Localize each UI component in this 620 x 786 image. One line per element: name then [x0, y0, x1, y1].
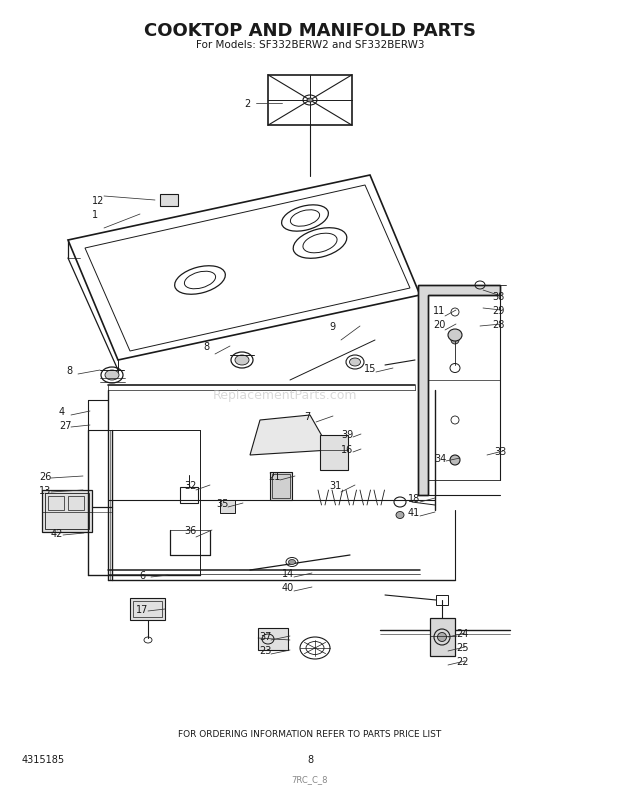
Text: 24: 24	[456, 629, 469, 639]
Text: 29: 29	[493, 306, 505, 316]
Text: 25: 25	[456, 643, 469, 653]
Text: 36: 36	[184, 526, 197, 536]
Text: 6: 6	[139, 571, 145, 581]
Text: COOKTOP AND MANIFOLD PARTS: COOKTOP AND MANIFOLD PARTS	[144, 22, 476, 40]
Text: For Models: SF332BERW2 and SF332BERW3: For Models: SF332BERW2 and SF332BERW3	[196, 40, 424, 50]
Bar	[68, 496, 84, 510]
Text: 40: 40	[282, 583, 294, 593]
Text: 39: 39	[341, 430, 353, 440]
Text: 20: 20	[433, 320, 445, 330]
Text: FOR ORDERING INFORMATION REFER TO PARTS PRICE LIST: FOR ORDERING INFORMATION REFER TO PARTS …	[179, 730, 441, 739]
Bar	[272, 474, 290, 498]
Text: 1: 1	[92, 210, 98, 220]
Text: 26: 26	[39, 472, 51, 482]
Text: 15: 15	[364, 364, 376, 374]
Polygon shape	[250, 415, 330, 455]
Text: 32: 32	[184, 481, 197, 491]
Ellipse shape	[396, 512, 404, 519]
Bar	[42, 490, 92, 532]
Bar	[45, 493, 89, 529]
Text: 7: 7	[304, 412, 310, 422]
Text: 12: 12	[92, 196, 104, 206]
Bar	[430, 618, 455, 656]
Text: 13: 13	[39, 486, 51, 496]
Text: 28: 28	[493, 320, 505, 330]
Ellipse shape	[105, 370, 119, 380]
Bar	[258, 628, 288, 650]
Ellipse shape	[350, 358, 360, 366]
Bar	[180, 487, 198, 503]
Bar	[48, 496, 64, 510]
Polygon shape	[418, 285, 500, 495]
Text: 16: 16	[341, 445, 353, 455]
Bar	[270, 472, 292, 500]
Ellipse shape	[450, 455, 460, 465]
Bar	[130, 598, 165, 620]
Text: 37: 37	[259, 632, 272, 642]
Text: 2: 2	[244, 99, 250, 109]
Text: 22: 22	[456, 657, 469, 667]
Text: 14: 14	[282, 569, 294, 579]
Text: 4315185: 4315185	[22, 755, 65, 765]
Text: 34: 34	[434, 454, 446, 464]
Text: ReplacementParts.com: ReplacementParts.com	[213, 388, 357, 402]
Text: 17: 17	[136, 605, 148, 615]
Text: 7RC_C_8: 7RC_C_8	[292, 775, 328, 784]
Ellipse shape	[448, 329, 462, 341]
Text: 42: 42	[51, 529, 63, 539]
Text: 41: 41	[408, 508, 420, 518]
Text: 27: 27	[59, 421, 71, 431]
Text: 38: 38	[493, 292, 505, 302]
Ellipse shape	[288, 560, 296, 564]
Bar	[320, 435, 348, 470]
Text: 33: 33	[495, 447, 507, 457]
Bar	[220, 500, 235, 513]
Text: 35: 35	[216, 499, 228, 509]
Text: 18: 18	[408, 494, 420, 504]
Text: 4: 4	[59, 407, 65, 417]
Text: 11: 11	[433, 306, 445, 316]
Text: 9: 9	[329, 322, 335, 332]
Ellipse shape	[307, 98, 313, 102]
Text: 31: 31	[329, 481, 341, 491]
Text: 23: 23	[259, 646, 272, 656]
Ellipse shape	[451, 336, 459, 344]
Bar	[133, 601, 162, 617]
Text: 21: 21	[268, 472, 280, 482]
Ellipse shape	[438, 633, 446, 641]
Text: 8: 8	[203, 342, 209, 352]
Text: 8: 8	[66, 366, 72, 376]
Text: 8: 8	[307, 755, 313, 765]
Ellipse shape	[235, 355, 249, 365]
Bar	[436, 595, 448, 605]
Bar	[160, 194, 178, 206]
